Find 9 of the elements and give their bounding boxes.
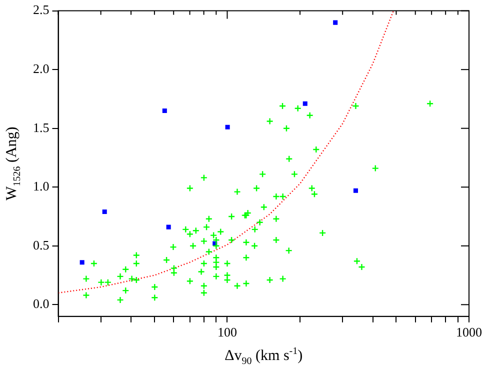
y-axis-title: W1526 (Ang) [4,126,23,200]
y-tick-label: 2.0 [33,60,50,76]
y-tick-label: 2.5 [33,2,50,18]
y-tick-label: 1.0 [33,178,50,194]
y-tick-label: 1.5 [33,120,50,135]
x-tick-label: 1000 [456,324,482,340]
y-tick-label: 0.5 [33,237,50,252]
y-tick-label: 0.0 [33,296,50,312]
x-tick-label: 100 [217,324,237,340]
